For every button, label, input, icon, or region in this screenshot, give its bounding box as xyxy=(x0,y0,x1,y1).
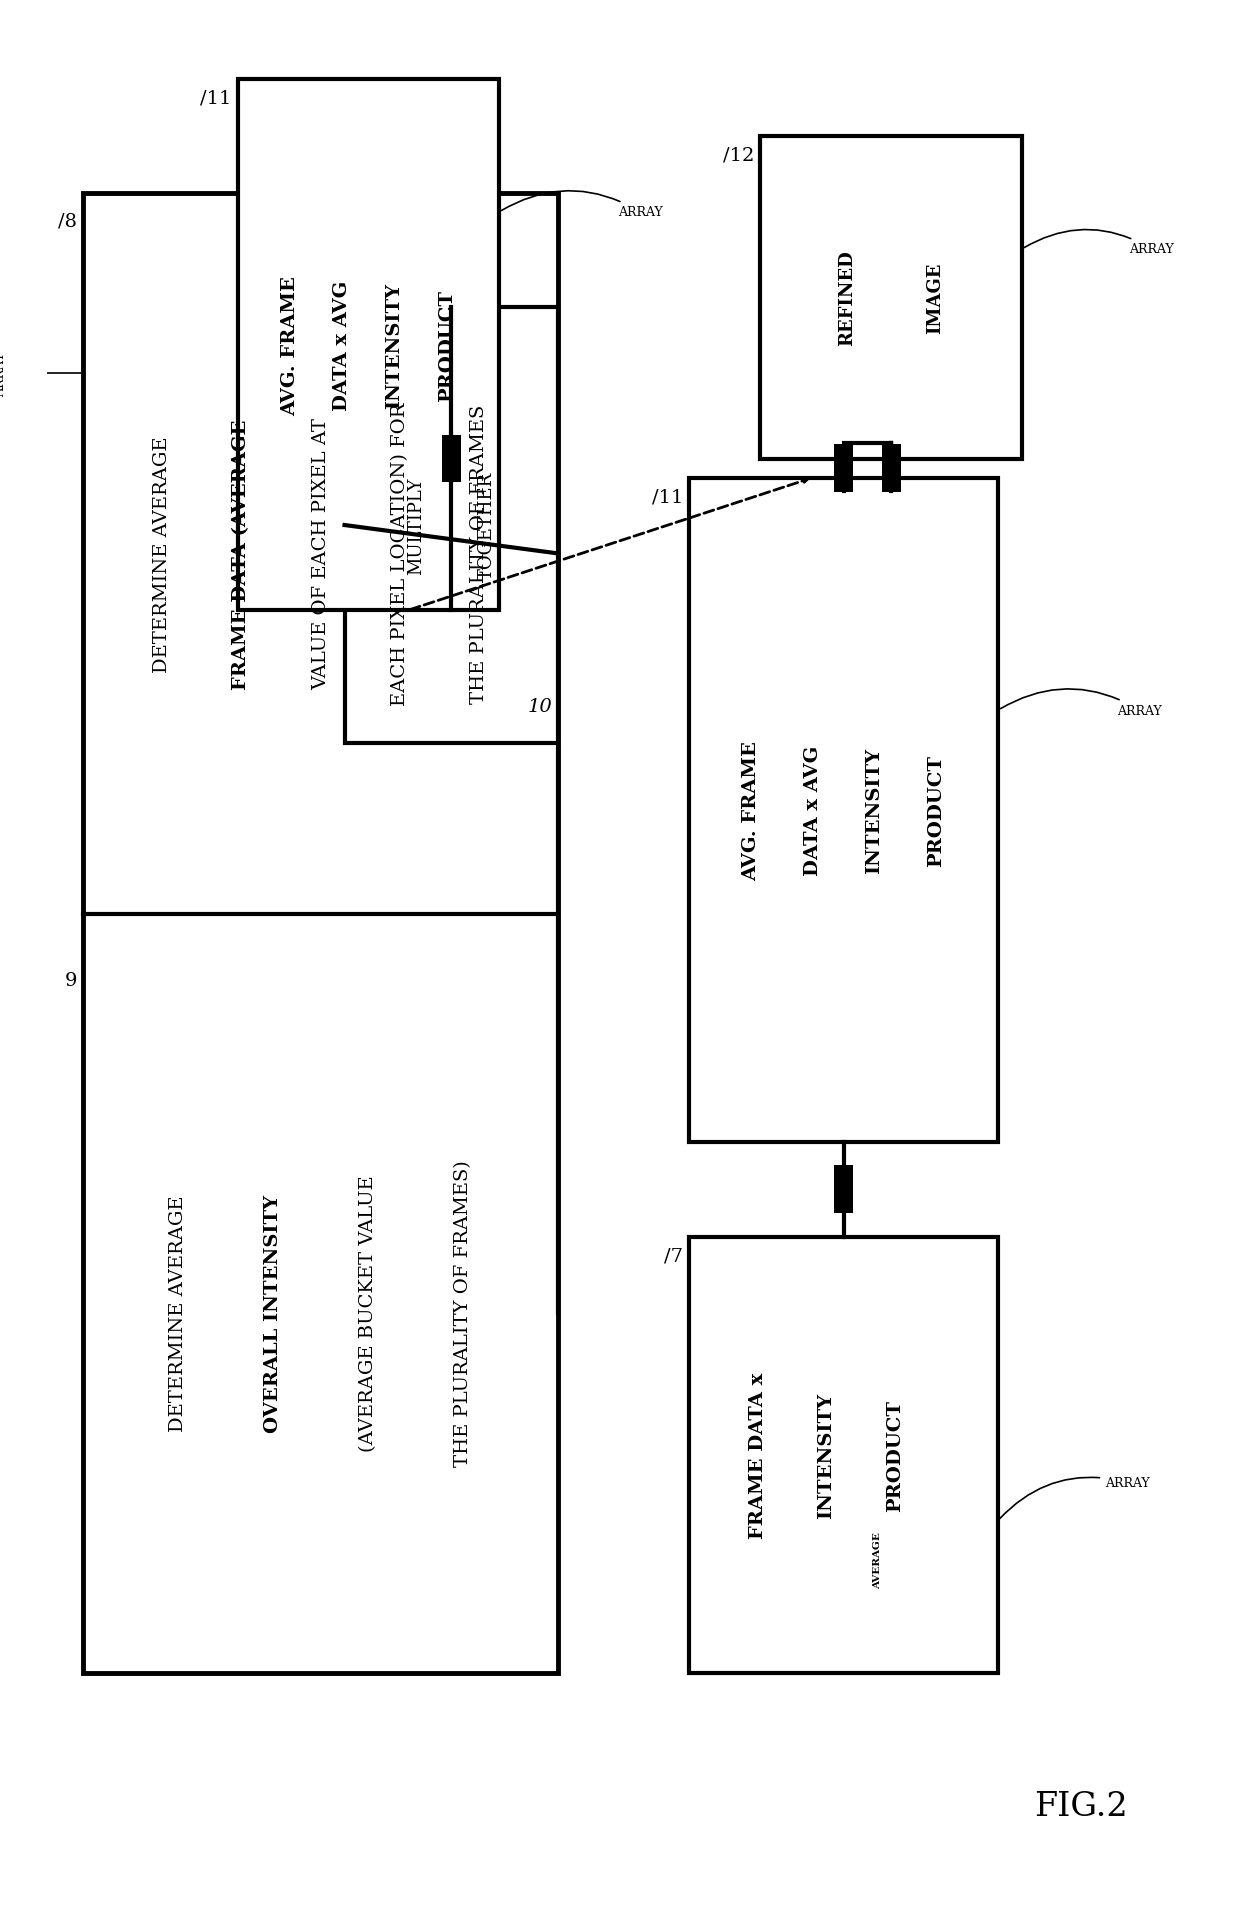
Bar xyxy=(689,1236,998,1673)
Bar xyxy=(689,478,998,1143)
Text: ARRAY: ARRAY xyxy=(999,1476,1149,1518)
Bar xyxy=(238,80,498,612)
Text: ARRAY: ARRAY xyxy=(1001,690,1162,716)
Text: 9: 9 xyxy=(64,972,77,989)
Text: PRODUCT: PRODUCT xyxy=(438,290,456,402)
Text: DETERMINE AVERAGE: DETERMINE AVERAGE xyxy=(154,436,171,672)
Text: FRAME DATA x: FRAME DATA x xyxy=(749,1372,766,1537)
Bar xyxy=(83,194,558,1673)
Text: /12: /12 xyxy=(723,147,754,164)
Text: FIG.2: FIG.2 xyxy=(1034,1791,1128,1821)
Text: AVG. FRAME: AVG. FRAME xyxy=(742,741,760,880)
Text: INTENSITY: INTENSITY xyxy=(866,747,884,872)
Bar xyxy=(835,446,853,493)
Text: PRODUCT: PRODUCT xyxy=(928,754,945,867)
Text: ARRAY: ARRAY xyxy=(0,352,7,396)
Text: OVERALL INTENSITY: OVERALL INTENSITY xyxy=(264,1194,283,1433)
Text: /8: /8 xyxy=(58,213,77,231)
Text: /11: /11 xyxy=(200,90,232,107)
Text: INTENSITY: INTENSITY xyxy=(817,1393,836,1518)
Text: VALUE OF EACH PIXEL AT: VALUE OF EACH PIXEL AT xyxy=(311,419,330,690)
Text: FRAME DATA (AVERAGE: FRAME DATA (AVERAGE xyxy=(233,419,250,690)
Text: (AVERAGE BUCKET VALUE: (AVERAGE BUCKET VALUE xyxy=(360,1175,377,1452)
Text: THE PLURALITY OF FRAMES): THE PLURALITY OF FRAMES) xyxy=(454,1160,472,1467)
Text: /11: /11 xyxy=(652,488,683,507)
Text: DATA x AVG: DATA x AVG xyxy=(804,745,822,874)
Text: ARRAY: ARRAY xyxy=(1024,231,1173,257)
Text: ARRAY: ARRAY xyxy=(501,192,662,219)
Text: THE PLURALITY OF FRAMES: THE PLURALITY OF FRAMES xyxy=(470,404,489,703)
Bar xyxy=(882,446,900,493)
Text: IMAGE: IMAGE xyxy=(926,263,944,333)
Bar xyxy=(441,436,461,484)
Bar xyxy=(760,137,1022,459)
Text: DATA x AVG: DATA x AVG xyxy=(334,280,351,411)
Bar xyxy=(835,1166,853,1213)
Text: PRODUCT: PRODUCT xyxy=(887,1398,904,1511)
Bar xyxy=(345,307,558,743)
Text: AVERAGE: AVERAGE xyxy=(873,1532,882,1589)
Text: 10: 10 xyxy=(528,697,553,716)
Text: REFINED: REFINED xyxy=(838,250,857,347)
Text: INTENSITY: INTENSITY xyxy=(386,282,403,408)
Text: EACH PIXEL LOCATION) FOR: EACH PIXEL LOCATION) FOR xyxy=(391,402,409,707)
Text: AVG. FRAME: AVG. FRAME xyxy=(280,276,299,415)
Text: /7: /7 xyxy=(665,1246,683,1265)
Text: DETERMINE AVERAGE: DETERMINE AVERAGE xyxy=(169,1194,187,1431)
Text: MULTIPLY: MULTIPLY xyxy=(407,476,425,575)
Text: TOGETHER: TOGETHER xyxy=(479,472,496,579)
